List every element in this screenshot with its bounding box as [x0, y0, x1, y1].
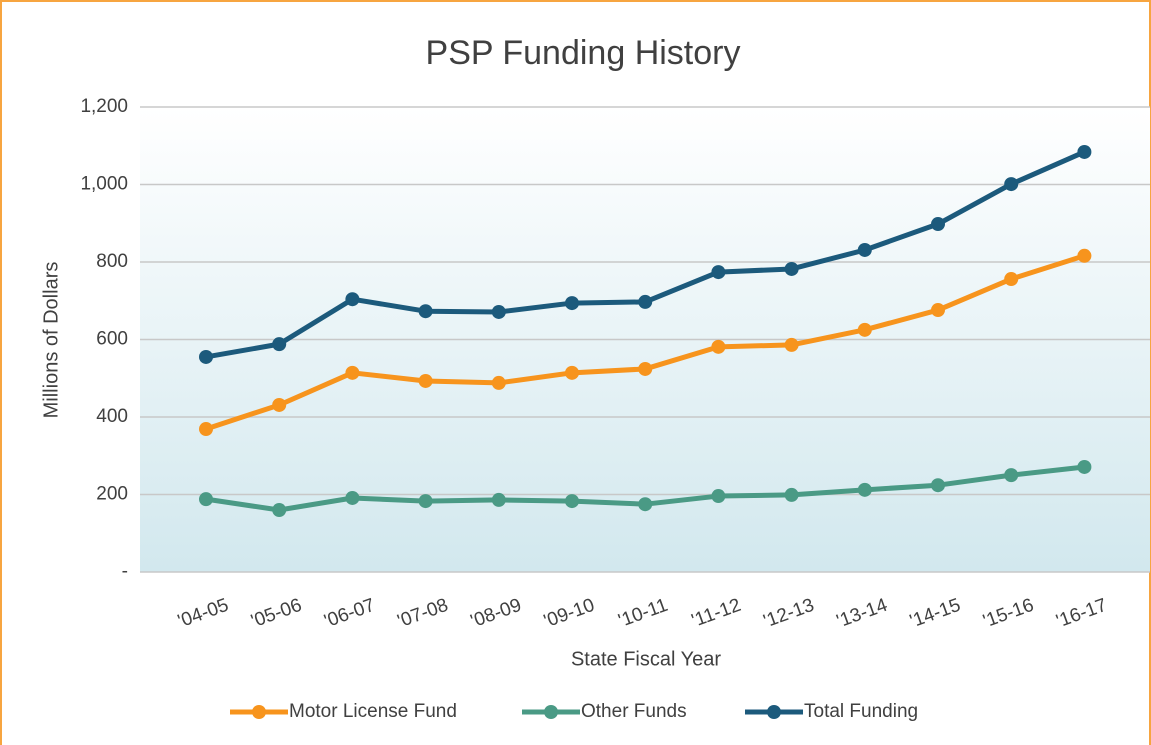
legend-marker	[767, 705, 781, 719]
data-point	[345, 365, 360, 380]
legend-label: Motor License Fund	[289, 701, 457, 722]
data-point	[711, 489, 726, 504]
data-point	[638, 361, 653, 376]
y-tick-label: 800	[96, 251, 128, 272]
data-point	[857, 482, 872, 497]
data-point	[784, 487, 799, 502]
data-point	[345, 292, 360, 307]
y-tick-label: 600	[96, 329, 128, 350]
y-axis-label: Millions of Dollars	[40, 262, 62, 419]
data-point	[491, 375, 506, 390]
data-point	[491, 304, 506, 319]
data-point	[199, 349, 213, 364]
data-point	[857, 322, 872, 337]
legend-label: Total Funding	[804, 701, 918, 722]
data-point	[418, 494, 433, 509]
data-point	[931, 303, 945, 318]
y-tick-label: 200	[96, 484, 128, 505]
data-point	[784, 337, 799, 352]
data-point	[1077, 459, 1092, 474]
legend-marker	[252, 705, 266, 719]
y-tick-label: 1,200	[80, 96, 128, 117]
x-axis-label: State Fiscal Year	[571, 648, 721, 670]
y-tick-label: 1,000	[80, 174, 128, 195]
data-point	[199, 422, 213, 437]
y-tick-label: 400	[96, 406, 128, 427]
data-point	[1004, 177, 1019, 192]
chart-title: PSP Funding History	[426, 34, 741, 72]
data-point	[784, 261, 799, 276]
data-point	[638, 294, 653, 309]
data-point	[565, 494, 579, 509]
data-point	[565, 296, 579, 311]
data-point	[565, 365, 579, 380]
legend-label: Other Funds	[581, 701, 687, 722]
data-point	[1004, 272, 1019, 287]
data-point	[931, 478, 945, 493]
data-point	[491, 492, 506, 507]
data-point	[638, 497, 653, 512]
data-point	[1077, 144, 1092, 159]
data-point	[857, 242, 872, 257]
y-tick-label: -	[122, 561, 128, 582]
data-point	[272, 337, 287, 352]
data-point	[272, 503, 287, 517]
data-point	[345, 490, 360, 505]
data-point	[1077, 248, 1092, 263]
data-point	[272, 397, 287, 412]
data-point	[711, 339, 726, 354]
data-point	[199, 492, 213, 507]
data-point	[418, 373, 433, 388]
data-point	[711, 265, 726, 280]
data-point	[931, 217, 945, 232]
data-point	[1004, 468, 1019, 483]
legend-marker	[544, 705, 558, 719]
data-point	[418, 304, 433, 319]
